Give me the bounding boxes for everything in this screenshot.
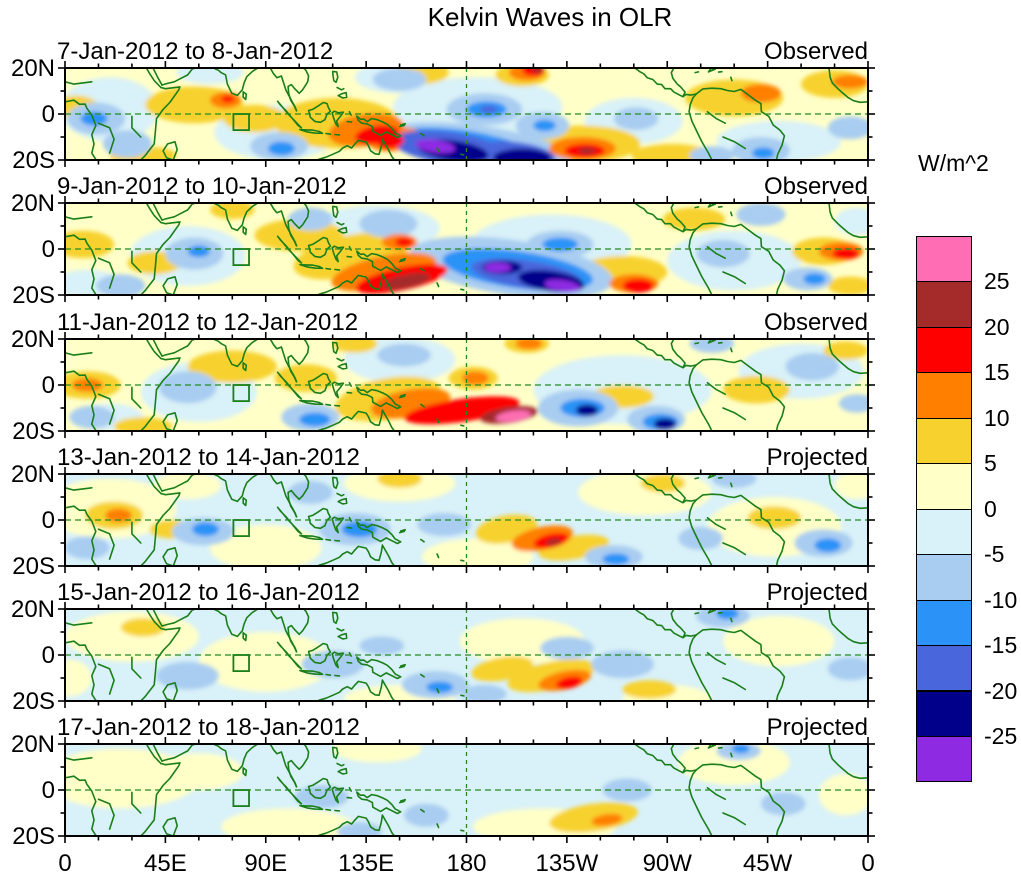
y-axis-label: 0 [41,642,55,669]
y-axis-label: 20S [12,282,55,309]
x-axis-tick-label: 45W [742,850,793,877]
x-axis-tick-label: 180 [446,850,487,877]
axis-ticks [58,61,875,167]
colorbar-swatch-royal [916,645,972,692]
roi-box [232,384,250,403]
coastlines [65,474,868,566]
y-axis-label: 20S [12,823,55,850]
panel-header-source: Projected [766,444,868,471]
axis-ticks [58,737,875,843]
y-axis-label: 20N [10,596,55,623]
colorbar-tick-label: -20 [984,677,1018,704]
roi-box [232,519,250,538]
contour-map [58,737,875,843]
colorbar-swatch-orange [916,372,972,419]
map-panel [58,602,875,708]
colorbar-tick-label: 10 [984,404,1010,431]
colorbar-tick-label: 0 [984,495,997,522]
anomaly-blobs [65,609,868,701]
x-axis-tick-label: 0 [861,850,875,877]
colorbar-tick-label: -15 [984,632,1018,658]
roi-box [232,654,250,673]
panel-header-source: Observed [763,173,868,200]
y-axis-label: 20S [12,147,55,174]
colorbar-tick-label: 5 [984,450,997,477]
colorbar-swatch-purple [916,736,972,783]
y-axis-label: 20S [12,418,55,445]
map-panel [58,737,875,843]
y-axis-label: 20N [10,461,55,488]
colorbar-tick-label: -5 [984,541,1005,568]
y-axis-label: 20N [10,731,55,758]
contour-map [58,61,875,167]
y-axis-label: 0 [41,777,55,804]
y-axis-label: 20N [10,190,55,217]
x-axis-tick-label: 90E [244,850,288,877]
coastlines [65,339,868,431]
contour-map [58,602,875,708]
panel-header-date: 7-Jan-2012 to 8-Jan-2012 [57,38,334,65]
map-panel [58,61,875,167]
panel-header-source: Observed [763,309,868,336]
roi-box [232,789,250,808]
coastlines [65,609,868,701]
axis-ticks [58,602,875,708]
colorbar-swatch-navy [916,690,972,737]
anomaly-blobs [65,474,868,566]
x-axis-tick-label: 90W [642,850,692,877]
coastlines [65,203,868,295]
colorbar-swatch-paleyellow [916,463,972,510]
y-axis-label: 0 [41,236,55,263]
y-axis-label: 0 [41,101,55,128]
colorbar-swatch-blue [916,599,972,647]
axis-ticks [58,467,875,573]
y-axis-label: 20N [10,55,55,82]
panel-header-date: 17-Jan-2012 to 18-Jan-2012 [57,714,360,741]
contour-map [58,332,875,438]
contour-map [58,467,875,573]
colorbar-swatch-lightblue [916,554,972,601]
roi-box [232,248,250,267]
map-panel [58,196,875,302]
panel-header-date: 15-Jan-2012 to 16-Jan-2012 [57,579,360,606]
panel-header-date: 11-Jan-2012 to 12-Jan-2012 [57,309,359,336]
colorbar-swatch-palecyan [916,508,972,556]
panel-header-date: 9-Jan-2012 to 10-Jan-2012 [57,173,347,200]
colorbar-tick-label: 15 [984,359,1010,386]
colorbar-tick-label: 25 [984,268,1010,295]
panel-header-source: Projected [766,579,868,606]
colorbar-tick-label: -25 [984,723,1018,749]
colorbar-swatch-red [916,326,972,374]
axis-ticks [58,196,875,302]
colorbar-swatch-darkred [916,281,972,328]
colorbar-tick-label: -10 [984,586,1018,613]
anomaly-blobs [65,68,868,160]
x-axis-tick-label: 45E [144,850,187,877]
contour-map [58,196,875,302]
x-axis-tick-label: 0 [58,850,72,877]
x-axis-tick-label: 135W [535,850,599,877]
panel-header-source: Observed [763,38,868,65]
roi-box [232,113,250,132]
axis-ticks [58,332,875,438]
coastlines [65,68,868,160]
coastlines [65,744,868,836]
y-axis-label: 20S [12,553,55,580]
colorbar-units-label: W/m^2 [918,150,989,176]
map-panel [58,467,875,573]
colorbar-swatch-gold [916,417,972,465]
y-axis-label: 0 [41,372,55,399]
panel-header-date: 13-Jan-2012 to 14-Jan-2012 [57,444,360,471]
y-axis-label: 0 [41,507,55,534]
y-axis-label: 20N [10,326,55,353]
chart-title: Kelvin Waves in OLR [427,2,673,32]
panel-header-source: Projected [766,714,868,741]
x-axis-tick-label: 135E [338,850,395,877]
map-panel [58,332,875,438]
y-axis-label: 20S [12,688,55,715]
colorbar-swatch-pink [916,236,972,283]
colorbar-tick-label: 20 [984,313,1010,340]
